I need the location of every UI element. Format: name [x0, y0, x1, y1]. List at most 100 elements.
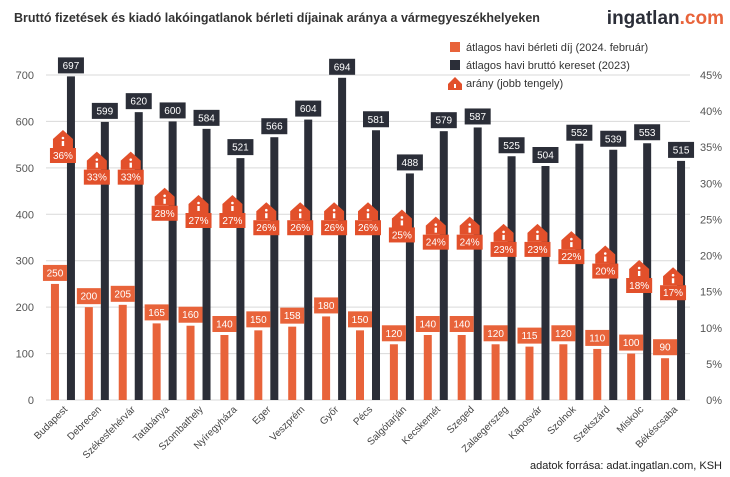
y2-tick-label: 0%: [706, 395, 722, 407]
salary-label-text: 600: [164, 106, 181, 117]
ratio-label-text: 26%: [358, 223, 378, 234]
ratio-label-text: 22%: [561, 252, 581, 263]
salary-label-box: [159, 102, 186, 119]
legend-label-rent: átlagos havi bérleti díj (2024. február): [466, 42, 648, 54]
category-label: Szekszárd: [572, 404, 613, 445]
rent-label-text: 150: [352, 315, 369, 326]
house-door: [231, 206, 234, 211]
salary-label: 604: [295, 100, 322, 117]
rent-label: 110: [585, 329, 610, 346]
ratio-marker: [86, 151, 107, 170]
bar-rent: [84, 307, 93, 400]
house-window: [197, 201, 200, 205]
salary-label-text: 521: [232, 143, 249, 154]
salary-label: 515: [668, 141, 695, 158]
rent-label-box: [246, 311, 271, 328]
bar-salary: [405, 173, 414, 400]
legend-label-salary: átlagos havi bruttó kereset (2023): [466, 60, 630, 72]
ratio-label: 26%: [287, 220, 314, 236]
house-door: [637, 271, 641, 276]
ratio-marker: [493, 223, 514, 242]
bar-salary: [473, 127, 482, 400]
house-window: [400, 216, 404, 219]
ratio-marker: [595, 245, 616, 264]
rent-label: 120: [381, 325, 406, 342]
salary-label-box: [57, 57, 84, 74]
house-window: [129, 158, 133, 161]
salary-label: 581: [363, 111, 389, 128]
house-window: [231, 201, 234, 205]
rent-label: 158: [280, 307, 305, 324]
y2-tick-label: 25%: [700, 214, 722, 226]
salary-label-text: 604: [300, 104, 317, 115]
house-window: [468, 223, 471, 226]
ratio-marker: [290, 202, 311, 221]
salary-label-text: 525: [503, 141, 520, 152]
source-note: adatok forrása: adat.ingatlan.com, KSH: [530, 460, 722, 472]
ratio-label-text: 26%: [256, 223, 276, 234]
rent-label-box: [42, 264, 67, 281]
bar-salary: [541, 166, 550, 400]
salary-label-box: [464, 108, 491, 125]
bar-salary: [134, 112, 143, 401]
ratio-label-text: 27%: [222, 216, 242, 227]
rent-label: 120: [551, 325, 576, 342]
category-label: Győr: [318, 404, 342, 428]
salary-label-box: [227, 139, 254, 156]
rent-label-text: 140: [453, 320, 470, 331]
ratio-label: 27%: [185, 213, 212, 228]
bar-salary: [304, 119, 313, 401]
ratio-label-box: [321, 220, 348, 236]
bar-rent: [50, 283, 59, 400]
salary-label: 579: [430, 112, 457, 129]
salary-label-text: 694: [334, 62, 351, 73]
data-labels: 697 250 36% 599 200 33% 620 205 33% 600 165 28% 584 1…: [42, 57, 695, 356]
ratio-label: 24%: [422, 234, 449, 250]
salary-label: 525: [498, 137, 525, 154]
rent-label: 140: [212, 316, 237, 332]
house-door: [299, 213, 302, 219]
ratio-label-text: 18%: [629, 281, 649, 292]
y2-tick-label: 20%: [700, 251, 722, 263]
y-tick-label: 700: [16, 70, 34, 82]
salary-label-box: [430, 112, 457, 129]
ratio-label: 23%: [490, 241, 517, 257]
category-label: Eger: [251, 404, 274, 427]
rent-label: 140: [415, 316, 440, 332]
rent-label-text: 205: [114, 289, 131, 300]
salary-label-box: [363, 111, 389, 128]
ratio-label-box: [592, 263, 619, 279]
bar-rent: [152, 323, 161, 400]
rent-label-box: [348, 311, 372, 328]
rent-label: 165: [144, 304, 169, 321]
ratio-marker: [561, 231, 582, 250]
salary-label-text: 697: [63, 61, 80, 72]
category-label: Szeged: [445, 404, 477, 436]
bar-rent: [322, 316, 331, 400]
rent-label-box: [449, 316, 474, 332]
rent-label-box: [483, 325, 508, 342]
salary-label-box: [566, 124, 593, 141]
rent-label-box: [619, 334, 644, 351]
bar-salary: [66, 76, 75, 401]
rent-label-text: 250: [47, 268, 64, 279]
ratio-label-box: [355, 220, 381, 236]
house-window: [61, 136, 65, 140]
salary-label-text: 539: [605, 134, 622, 145]
ratio-label-text: 23%: [494, 245, 514, 256]
category-label: Miskolc: [615, 404, 646, 435]
ratio-label-box: [151, 205, 178, 221]
ratio-label-box: [253, 220, 280, 236]
salary-label-text: 553: [639, 128, 656, 139]
rent-label: 150: [246, 311, 271, 328]
ratio-label-box: [49, 148, 76, 163]
rent-label-text: 160: [182, 310, 199, 321]
right-axis: 0% 5% 10% 15% 20% 25% 30% 35% 40% 45%: [700, 70, 722, 407]
ratio-label-box: [388, 227, 415, 243]
ratio-marker: [324, 202, 345, 221]
ratio-label-text: 24%: [426, 238, 446, 249]
legend-swatch-salary: [450, 60, 460, 70]
salary-label: 694: [329, 58, 356, 75]
ratio-marker: [629, 260, 650, 278]
